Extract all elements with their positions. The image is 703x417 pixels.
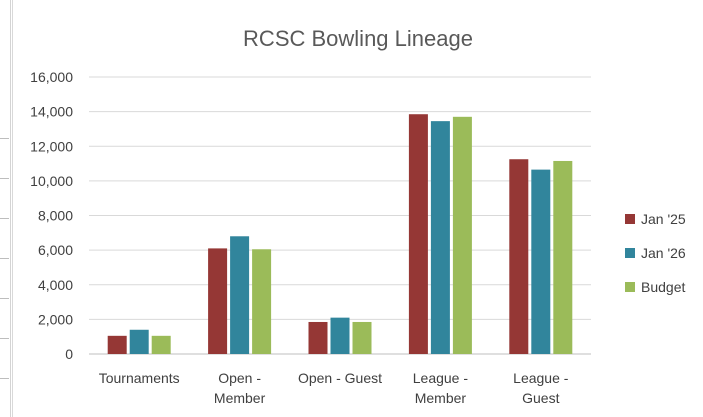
x-category-label: League -Guest bbox=[513, 370, 569, 406]
bar[interactable] bbox=[208, 248, 228, 354]
gutter-tick bbox=[0, 338, 9, 339]
bar[interactable] bbox=[129, 329, 149, 354]
bar[interactable] bbox=[330, 317, 350, 354]
legend-label: Jan '26 bbox=[641, 245, 686, 261]
gutter-tick bbox=[0, 138, 9, 139]
y-tick-label: 6,000 bbox=[38, 242, 73, 258]
worksheet-gutter bbox=[0, 0, 11, 417]
legend-swatch bbox=[625, 282, 635, 292]
y-tick-label: 14,000 bbox=[30, 104, 73, 120]
bar[interactable] bbox=[308, 321, 328, 354]
bars bbox=[107, 114, 573, 354]
gutter-tick bbox=[0, 178, 9, 179]
x-axis-category-labels: Tournaments Open -Member Open - Guest Leagu… bbox=[99, 370, 569, 406]
bar[interactable] bbox=[408, 114, 428, 354]
gutter-tick bbox=[0, 258, 9, 259]
bar-chart: RCSC Bowling Lineage 0 2,000 4,000 6,000 8,0… bbox=[30, 26, 686, 406]
y-tick-label: 10,000 bbox=[30, 173, 73, 189]
legend-swatch bbox=[625, 214, 635, 224]
chart-title: RCSC Bowling Lineage bbox=[243, 26, 473, 51]
legend-swatch bbox=[625, 248, 635, 258]
x-category-label: Open -Member bbox=[214, 370, 266, 406]
legend[interactable]: Jan '25 Jan '26 Budget bbox=[625, 211, 686, 295]
x-category-label: Open - Guest bbox=[298, 370, 382, 386]
bar[interactable] bbox=[107, 335, 127, 354]
gutter-tick bbox=[0, 378, 9, 379]
bar[interactable] bbox=[553, 160, 573, 354]
legend-label: Jan '25 bbox=[641, 211, 686, 227]
bar[interactable] bbox=[151, 335, 171, 354]
bar[interactable] bbox=[252, 249, 272, 354]
legend-label: Budget bbox=[641, 279, 685, 295]
x-category-label: Tournaments bbox=[99, 370, 180, 386]
x-category-label: League -Member bbox=[413, 370, 469, 406]
y-axis-tick-labels: 0 2,000 4,000 6,000 8,000 10,000 12,000 14,000 1… bbox=[30, 69, 73, 362]
bar[interactable] bbox=[430, 121, 450, 354]
chart-area[interactable]: RCSC Bowling Lineage 0 2,000 4,000 6,000 8,0… bbox=[12, 0, 696, 417]
y-tick-label: 0 bbox=[65, 346, 73, 362]
y-tick-label: 4,000 bbox=[38, 277, 73, 293]
bar[interactable] bbox=[352, 321, 372, 354]
bar[interactable] bbox=[531, 169, 551, 354]
y-tick-label: 16,000 bbox=[30, 69, 73, 85]
gutter-tick bbox=[0, 298, 9, 299]
y-tick-label: 8,000 bbox=[38, 208, 73, 224]
y-tick-label: 12,000 bbox=[30, 138, 73, 154]
bar[interactable] bbox=[230, 236, 250, 354]
bar[interactable] bbox=[509, 159, 529, 354]
y-tick-label: 2,000 bbox=[38, 311, 73, 327]
bar[interactable] bbox=[452, 116, 472, 354]
gridlines bbox=[89, 76, 591, 355]
gutter-tick bbox=[0, 218, 9, 219]
